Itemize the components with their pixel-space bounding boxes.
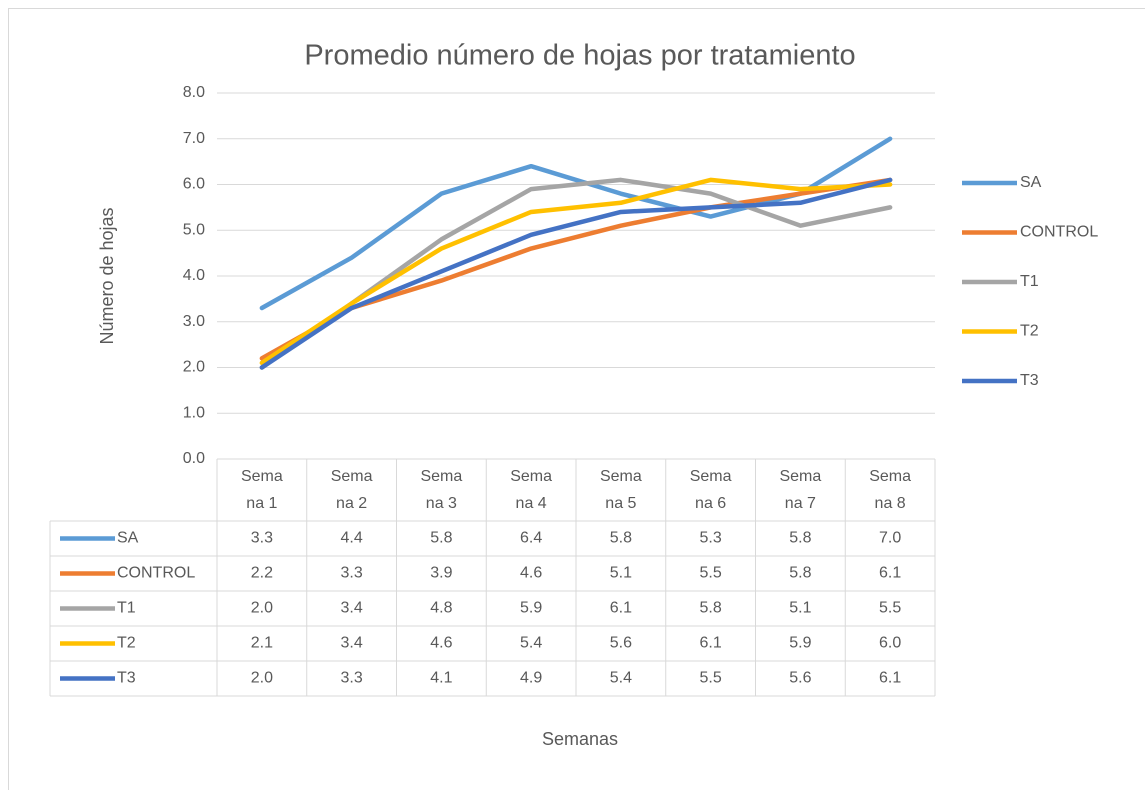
table-value: 6.1: [879, 670, 901, 687]
table-value: 4.1: [430, 670, 452, 687]
chart-border: [8, 8, 1145, 790]
table-value: 3.3: [341, 670, 363, 687]
y-tick-label: 4.0: [183, 267, 205, 284]
table-series-name: T1: [117, 600, 136, 617]
table-value: 4.9: [520, 670, 542, 687]
table-value: 5.4: [610, 670, 632, 687]
category-label: Sema na 7: [779, 468, 821, 512]
y-axis-title: Número de hojas: [97, 207, 117, 344]
y-tick-label: 1.0: [183, 404, 205, 421]
table-value: 6.1: [700, 635, 722, 652]
table-value: 4.4: [341, 530, 363, 547]
table-value: 7.0: [879, 530, 901, 547]
table-series-name: CONTROL: [117, 565, 195, 582]
table-value: 4.8: [430, 600, 452, 617]
legend-label: SA: [1020, 174, 1042, 191]
category-label: Sema na 3: [420, 468, 462, 512]
table-value: 5.5: [700, 565, 722, 582]
legend-label: CONTROL: [1020, 224, 1098, 241]
table-value: 5.8: [789, 530, 811, 547]
table-value: 2.0: [251, 600, 273, 617]
table-value: 6.1: [879, 565, 901, 582]
legend-label: T2: [1020, 323, 1039, 340]
table-value: 5.3: [700, 530, 722, 547]
chart-title: Promedio número de hojas por tratamiento: [304, 40, 855, 72]
table-value: 2.0: [251, 670, 273, 687]
category-label: Sema na 4: [510, 468, 552, 512]
table-value: 6.0: [879, 635, 901, 652]
table-value: 5.9: [520, 600, 542, 617]
y-tick-label: 5.0: [183, 221, 205, 238]
table-value: 5.5: [879, 600, 901, 617]
table-value: 2.2: [251, 565, 273, 582]
y-tick-label: 2.0: [183, 359, 205, 376]
table-value: 3.4: [341, 635, 363, 652]
legend-label: T1: [1020, 273, 1039, 290]
y-tick-label: 7.0: [183, 130, 205, 147]
table-value: 6.1: [610, 600, 632, 617]
table-value: 5.1: [610, 565, 632, 582]
category-label: Sema na 5: [600, 468, 642, 512]
category-label: Sema na 6: [690, 468, 732, 512]
table-value: 4.6: [520, 565, 542, 582]
x-axis-title: Semanas: [542, 729, 618, 749]
table-value: 3.9: [430, 565, 452, 582]
y-tick-label: 8.0: [183, 84, 205, 101]
y-tick-label: 6.0: [183, 176, 205, 193]
table-value: 6.4: [520, 530, 542, 547]
y-tick-label: 3.0: [183, 313, 205, 330]
table-value: 4.6: [430, 635, 452, 652]
legend-label: T3: [1020, 372, 1039, 389]
category-label: Sema na 8: [869, 468, 911, 512]
table-value: 3.3: [341, 565, 363, 582]
table-value: 5.8: [610, 530, 632, 547]
table-value: 3.4: [341, 600, 363, 617]
table-value: 5.9: [789, 635, 811, 652]
table-value: 5.6: [789, 670, 811, 687]
table-value: 5.8: [789, 565, 811, 582]
table-value: 5.5: [700, 670, 722, 687]
category-label: Sema na 2: [331, 468, 373, 512]
category-label: Sema na 1: [241, 468, 283, 512]
series-line: [259, 177, 893, 366]
table-value: 5.8: [430, 530, 452, 547]
table-series-name: SA: [117, 530, 139, 547]
table-value: 5.6: [610, 635, 632, 652]
table-value: 2.1: [251, 635, 273, 652]
series-line: [259, 177, 893, 370]
table-value: 5.8: [700, 600, 722, 617]
table-value: 5.4: [520, 635, 542, 652]
table-series-name: T2: [117, 635, 136, 652]
y-tick-label: 0.0: [183, 450, 205, 467]
table-value: 5.1: [789, 600, 811, 617]
table-series-name: T3: [117, 670, 136, 687]
table-value: 3.3: [251, 530, 273, 547]
